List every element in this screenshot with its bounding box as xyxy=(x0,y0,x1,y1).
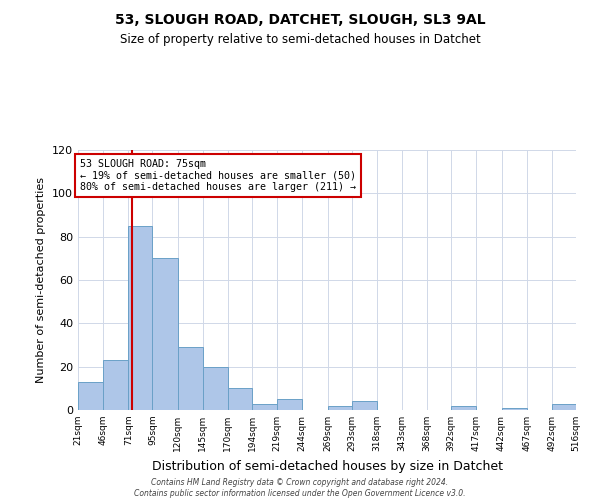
Text: Contains HM Land Registry data © Crown copyright and database right 2024.
Contai: Contains HM Land Registry data © Crown c… xyxy=(134,478,466,498)
Bar xyxy=(152,258,178,410)
Text: 53, SLOUGH ROAD, DATCHET, SLOUGH, SL3 9AL: 53, SLOUGH ROAD, DATCHET, SLOUGH, SL3 9A… xyxy=(115,12,485,26)
Bar xyxy=(228,388,252,410)
Text: 53 SLOUGH ROAD: 75sqm
← 19% of semi-detached houses are smaller (50)
80% of semi: 53 SLOUGH ROAD: 75sqm ← 19% of semi-deta… xyxy=(80,158,356,192)
Bar xyxy=(328,406,352,410)
Text: Size of property relative to semi-detached houses in Datchet: Size of property relative to semi-detach… xyxy=(119,32,481,46)
X-axis label: Distribution of semi-detached houses by size in Datchet: Distribution of semi-detached houses by … xyxy=(151,460,503,472)
Y-axis label: Number of semi-detached properties: Number of semi-detached properties xyxy=(37,177,46,383)
Bar xyxy=(128,226,152,410)
Bar xyxy=(552,404,576,410)
Bar xyxy=(502,408,527,410)
Bar xyxy=(252,404,277,410)
Bar xyxy=(178,347,203,410)
Bar xyxy=(203,366,228,410)
Bar xyxy=(78,382,103,410)
Bar xyxy=(103,360,128,410)
Bar xyxy=(451,406,476,410)
Bar xyxy=(352,402,377,410)
Bar xyxy=(277,399,302,410)
